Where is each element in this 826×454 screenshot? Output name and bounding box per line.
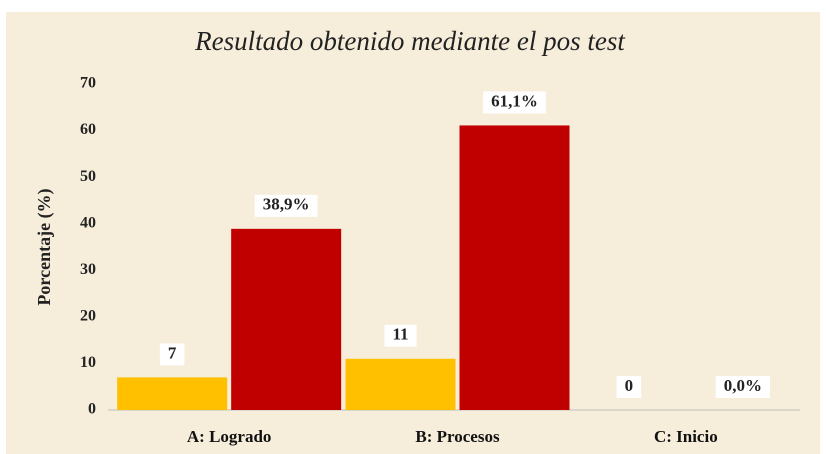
bar [459,125,570,410]
data-label: 11 [392,325,408,344]
y-tick-label: 0 [88,401,96,418]
y-tick-label: 70 [80,75,96,92]
data-label-background [616,376,642,398]
data-label: 0,0% [724,376,762,395]
y-tick-label: 10 [80,354,96,371]
data-label-background [384,324,417,347]
bar [345,358,456,410]
data-label: 0 [625,376,634,395]
x-tick-label: C: Inicio [654,427,718,446]
data-label-background [715,376,770,398]
data-label-background [483,91,546,114]
data-label-background [159,343,185,366]
x-tick-label: A: Logrado [187,427,272,446]
data-label: 61,1% [491,91,538,110]
data-label: 7 [168,343,177,362]
y-tick-label: 50 [80,168,96,185]
bar [117,377,228,410]
data-label: 38,9% [263,195,310,214]
y-tick-label: 40 [80,214,96,231]
bar [231,228,342,410]
y-tick-label: 60 [80,121,96,138]
y-tick-label: 20 [80,308,96,325]
data-label-background [254,194,318,217]
chart-title: Resultado obtenido mediante el pos test [194,26,626,56]
y-axis-label: Porcentaje (%) [34,188,55,305]
x-tick-label: B: Procesos [415,427,500,446]
y-tick-label: 30 [80,261,96,278]
